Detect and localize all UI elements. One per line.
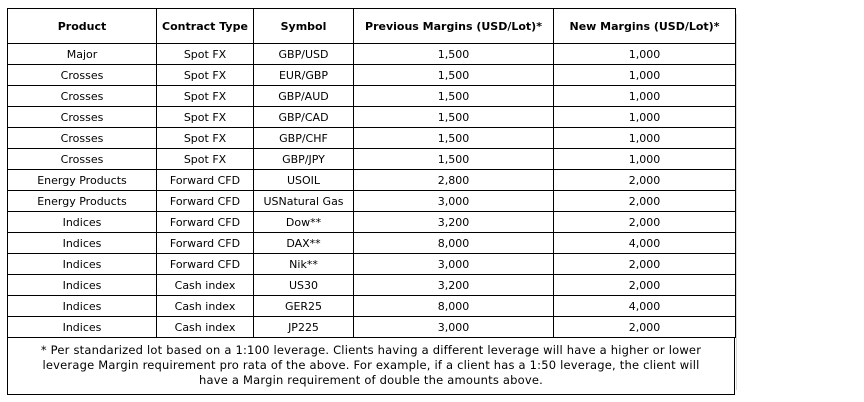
cell-previous-margin: 3,200 (353, 211, 554, 233)
cell-new-margin: 2,000 (553, 190, 736, 212)
cell-new-margin: 2,000 (553, 169, 736, 191)
footnote-line-1: * Per standarized lot based on a 1:100 l… (40, 343, 702, 357)
table-row: Crosses Spot FX GBP/CHF 1,500 1,000 (7, 127, 736, 149)
header-new-margins: New Margins (USD/Lot)* (553, 8, 736, 44)
cell-contract-type: Forward CFD (156, 169, 254, 191)
cell-new-margin: 1,000 (553, 64, 736, 86)
cell-contract-type: Spot FX (156, 64, 254, 86)
cell-product: Crosses (7, 106, 157, 128)
cell-new-margin: 2,000 (553, 274, 736, 296)
cell-new-margin: 1,000 (553, 85, 736, 107)
cell-symbol: GBP/AUD (253, 85, 354, 107)
cell-product: Indices (7, 316, 157, 338)
cell-contract-type: Spot FX (156, 148, 254, 170)
table-body: Major Spot FX GBP/USD 1,500 1,000 Crosses Spot… (7, 43, 736, 338)
cell-product: Indices (7, 232, 157, 254)
cell-symbol: Nik** (253, 253, 354, 275)
cell-contract-type: Forward CFD (156, 190, 254, 212)
cell-previous-margin: 1,500 (353, 64, 554, 86)
footnote: * Per standarized lot based on a 1:100 l… (7, 338, 735, 395)
table-row: Energy Products Forward CFD USOIL 2,800 2,00… (7, 169, 736, 191)
cell-previous-margin: 8,000 (353, 232, 554, 254)
cell-previous-margin: 3,200 (353, 274, 554, 296)
cell-new-margin: 1,000 (553, 106, 736, 128)
cell-symbol: Dow** (253, 211, 354, 233)
cell-new-margin: 2,000 (553, 316, 736, 338)
cell-symbol: USOIL (253, 169, 354, 191)
cell-contract-type: Forward CFD (156, 253, 254, 275)
cell-previous-margin: 3,000 (353, 190, 554, 212)
cell-product: Energy Products (7, 169, 157, 191)
cell-new-margin: 2,000 (553, 211, 736, 233)
cell-previous-margin: 3,000 (353, 316, 554, 338)
cell-product: Indices (7, 295, 157, 317)
cell-symbol: GBP/USD (253, 43, 354, 65)
right-divider-line (736, 14, 737, 390)
cell-contract-type: Forward CFD (156, 211, 254, 233)
table-row: Indices Forward CFD DAX** 8,000 4,000 (7, 232, 736, 254)
table-row: Indices Forward CFD Nik** 3,000 2,000 (7, 253, 736, 275)
table-row: Indices Cash index JP225 3,000 2,000 (7, 316, 736, 338)
table-row: Indices Cash index GER25 8,000 4,000 (7, 295, 736, 317)
margins-table-container: Product Contract Type Symbol Previous Ma… (7, 8, 736, 395)
cell-previous-margin: 2,800 (353, 169, 554, 191)
cell-symbol: US30 (253, 274, 354, 296)
cell-symbol: USNatural Gas (253, 190, 354, 212)
table-row: Major Spot FX GBP/USD 1,500 1,000 (7, 43, 736, 65)
cell-contract-type: Forward CFD (156, 232, 254, 254)
cell-previous-margin: 8,000 (353, 295, 554, 317)
cell-symbol: DAX** (253, 232, 354, 254)
cell-contract-type: Cash index (156, 274, 254, 296)
cell-symbol: EUR/GBP (253, 64, 354, 86)
cell-product: Energy Products (7, 190, 157, 212)
header-contract-type: Contract Type (156, 8, 254, 44)
cell-new-margin: 2,000 (553, 253, 736, 275)
cell-previous-margin: 3,000 (353, 253, 554, 275)
cell-previous-margin: 1,500 (353, 85, 554, 107)
table-row: Energy Products Forward CFD USNatural Gas 3… (7, 190, 736, 212)
cell-product: Indices (7, 274, 157, 296)
cell-new-margin: 4,000 (553, 295, 736, 317)
cell-symbol: JP225 (253, 316, 354, 338)
header-product: Product (7, 8, 157, 44)
cell-symbol: GBP/CAD (253, 106, 354, 128)
cell-contract-type: Spot FX (156, 106, 254, 128)
cell-symbol: GER25 (253, 295, 354, 317)
cell-new-margin: 1,000 (553, 148, 736, 170)
table-row: Indices Cash index US30 3,200 2,000 (7, 274, 736, 296)
cell-contract-type: Spot FX (156, 127, 254, 149)
cell-previous-margin: 1,500 (353, 148, 554, 170)
cell-product: Indices (7, 253, 157, 275)
table-header-row: Product Contract Type Symbol Previous Ma… (7, 8, 736, 44)
cell-symbol: GBP/CHF (253, 127, 354, 149)
cell-contract-type: Cash index (156, 295, 254, 317)
footnote-line-2: leverage Margin requirement pro rata of … (42, 358, 700, 372)
margins-table: Product Contract Type Symbol Previous Ma… (7, 8, 736, 338)
table-row: Crosses Spot FX GBP/JPY 1,500 1,000 (7, 148, 736, 170)
cell-contract-type: Spot FX (156, 43, 254, 65)
table-row: Crosses Spot FX GBP/CAD 1,500 1,000 (7, 106, 736, 128)
cell-contract-type: Spot FX (156, 85, 254, 107)
table-row: Crosses Spot FX EUR/GBP 1,500 1,000 (7, 64, 736, 86)
cell-product: Crosses (7, 127, 157, 149)
cell-symbol: GBP/JPY (253, 148, 354, 170)
footnote-line-3: have a Margin requirement of double the … (199, 373, 543, 387)
cell-previous-margin: 1,500 (353, 127, 554, 149)
cell-previous-margin: 1,500 (353, 106, 554, 128)
cell-new-margin: 1,000 (553, 127, 736, 149)
table-row: Crosses Spot FX GBP/AUD 1,500 1,000 (7, 85, 736, 107)
cell-product: Indices (7, 211, 157, 233)
cell-contract-type: Cash index (156, 316, 254, 338)
table-row: Indices Forward CFD Dow** 3,200 2,000 (7, 211, 736, 233)
cell-product: Crosses (7, 85, 157, 107)
cell-new-margin: 1,000 (553, 43, 736, 65)
cell-product: Crosses (7, 64, 157, 86)
cell-previous-margin: 1,500 (353, 43, 554, 65)
header-previous-margins: Previous Margins (USD/Lot)* (353, 8, 554, 44)
cell-new-margin: 4,000 (553, 232, 736, 254)
cell-product: Major (7, 43, 157, 65)
cell-product: Crosses (7, 148, 157, 170)
header-symbol: Symbol (253, 8, 354, 44)
